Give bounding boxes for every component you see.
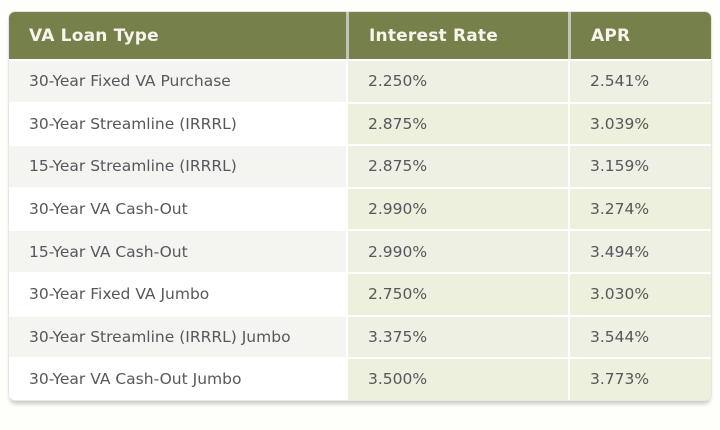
apr-cell: 3.494% [568, 231, 711, 272]
apr-cell: 2.541% [568, 61, 711, 102]
table-body: 30-Year Fixed VA Purchase 2.250% 2.541% 30-… [9, 59, 711, 400]
interest-rate-cell: 3.375% [346, 316, 568, 358]
loan-type-cell: 15-Year VA Cash-Out [9, 231, 346, 272]
table-header-row: VA Loan Type Interest Rate APR [9, 12, 711, 59]
column-header-interest-rate: Interest Rate [346, 12, 568, 59]
apr-cell: 3.159% [568, 146, 711, 187]
loan-type-cell: 30-Year Streamline (IRRRL) Jumbo [9, 316, 346, 358]
table-row: 30-Year Fixed VA Jumbo 2.750% 3.030% [9, 271, 711, 315]
apr-cell: 3.039% [568, 103, 711, 145]
interest-rate-cell: 2.250% [346, 61, 568, 102]
loan-type-cell: 15-Year Streamline (IRRRL) [9, 146, 346, 187]
va-loan-rates-table: VA Loan Type Interest Rate APR 30-Year F… [8, 11, 712, 401]
interest-rate-cell: 2.875% [346, 103, 568, 145]
apr-cell: 3.030% [568, 273, 711, 315]
loan-type-cell: 30-Year Fixed VA Jumbo [9, 273, 346, 315]
interest-rate-cell: 2.875% [346, 146, 568, 187]
interest-rate-cell: 3.500% [346, 359, 568, 400]
interest-rate-cell: 2.990% [346, 231, 568, 272]
apr-cell: 3.274% [568, 188, 711, 230]
table-row: 15-Year Streamline (IRRRL) 2.875% 3.159% [9, 144, 711, 187]
table-row: 30-Year Streamline (IRRRL) Jumbo 3.375% 3.… [9, 314, 711, 358]
loan-type-cell: 30-Year VA Cash-Out Jumbo [9, 359, 346, 400]
loan-type-cell: 30-Year Fixed VA Purchase [9, 61, 346, 102]
interest-rate-cell: 2.990% [346, 188, 568, 230]
apr-cell: 3.544% [568, 316, 711, 358]
table-row: 30-Year VA Cash-Out Jumbo 3.500% 3.773% [9, 357, 711, 400]
table-row: 30-Year Fixed VA Purchase 2.250% 2.541% [9, 59, 711, 102]
loan-type-cell: 30-Year VA Cash-Out [9, 188, 346, 230]
loan-type-cell: 30-Year Streamline (IRRRL) [9, 103, 346, 145]
table-row: 15-Year VA Cash-Out 2.990% 3.494% [9, 229, 711, 272]
column-header-loan-type: VA Loan Type [29, 25, 159, 46]
table-row: 30-Year Streamline (IRRRL) 2.875% 3.039% [9, 101, 711, 145]
column-header-apr: APR [568, 12, 711, 59]
apr-cell: 3.773% [568, 359, 711, 400]
interest-rate-cell: 2.750% [346, 273, 568, 315]
table-row: 30-Year VA Cash-Out 2.990% 3.274% [9, 186, 711, 230]
